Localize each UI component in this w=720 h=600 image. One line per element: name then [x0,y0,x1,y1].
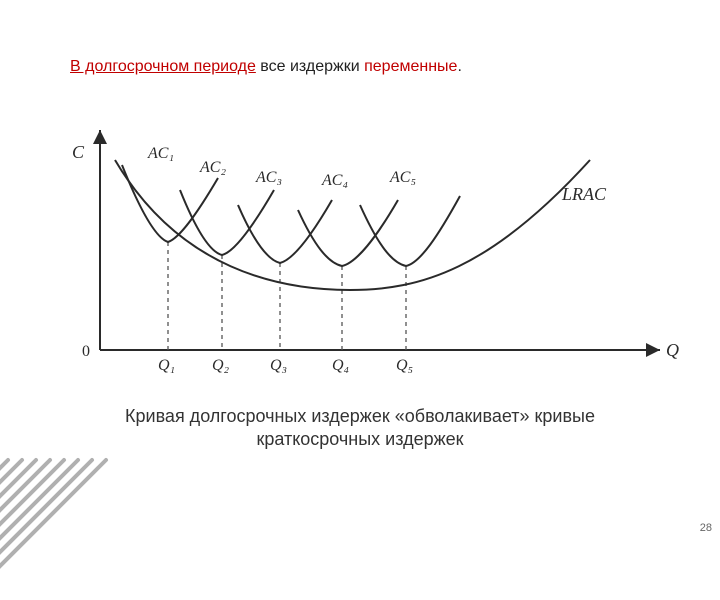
tick-Q5: Q₅ [396,357,413,374]
tick-Q4: Q₄ [332,357,349,374]
tick-Q3: Q₃ [270,357,287,374]
curve-AC1 [122,165,218,242]
lrac-chart: C Q 0 Q₁ Q₂ Q₃ Q₄ Q₅ LRAC AC₁ AC₂ AC₃ AC₄ AC₅ [30,120,690,390]
title-part4: . [457,58,461,75]
label-AC1: AC₁ [147,145,174,162]
chart-caption: Кривая долгосрочных издержек «обволакива… [0,405,720,452]
curve-AC3 [238,200,332,263]
origin-label: 0 [82,343,90,360]
label-AC5: AC₅ [389,169,416,186]
tick-Q1: Q₁ [158,357,175,374]
title-part3: переменные [364,58,457,75]
title-part1: В долгосрочном периоде [70,58,256,75]
caption-line2: краткосрочных издержек [256,429,463,449]
label-AC2: AC₂ [199,159,226,176]
title-part2: все издержки [256,58,364,75]
curve-AC5 [360,196,460,266]
x-axis-label: Q [666,340,679,360]
lrac-label: LRAC [561,184,607,204]
y-axis-arrow [93,130,107,144]
label-AC3: AC₃ [255,169,282,186]
tick-Q2: Q₂ [212,357,230,374]
page-number: 28 [700,522,712,534]
curve-AC4 [298,200,398,266]
label-AC4: AC₄ [321,172,348,189]
caption-line1: Кривая долгосрочных издержек «обволакива… [125,406,595,426]
y-axis-label: C [72,142,85,162]
x-axis-arrow [646,343,660,357]
title-text: В долгосрочном периоде все издержки пере… [70,58,462,76]
